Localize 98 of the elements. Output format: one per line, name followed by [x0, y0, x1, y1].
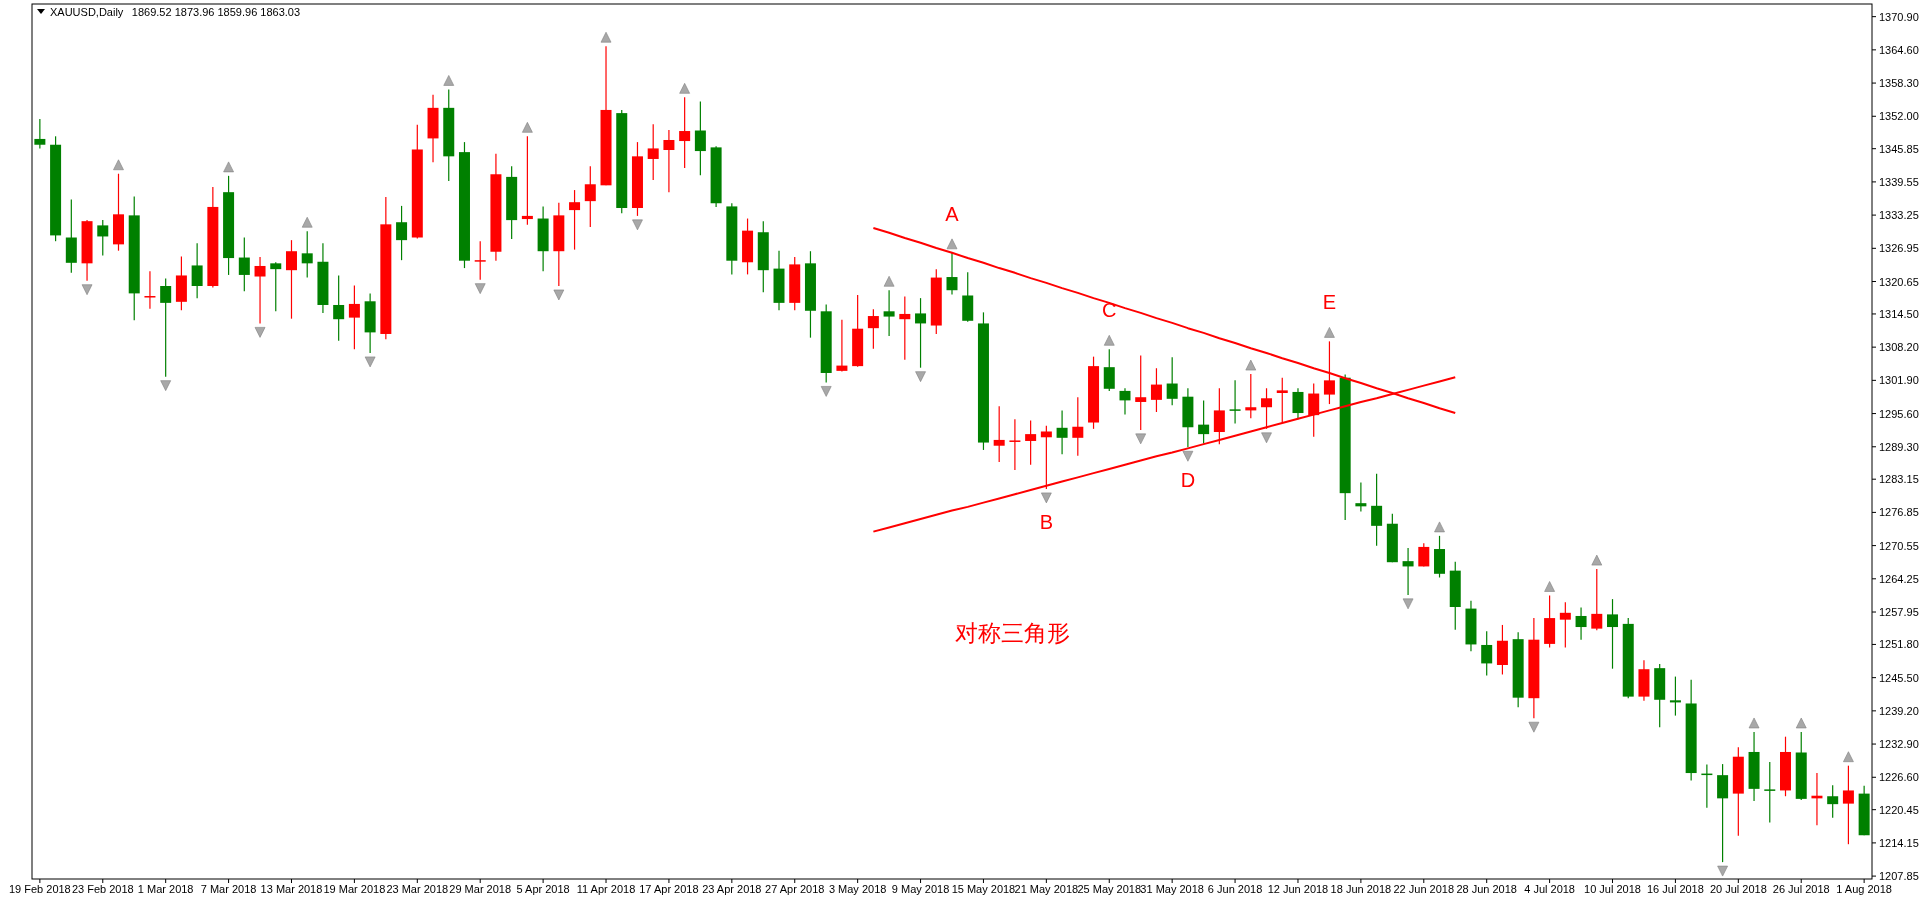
point [1135, 433, 1147, 445]
point [364, 356, 376, 368]
y-tick-label: 1220.45 [1879, 803, 1919, 816]
x-tick-label: 23 Feb 2018 [71, 883, 134, 895]
annotation: D [1180, 469, 1196, 492]
x-tick-label: 17 Apr 2018 [639, 883, 699, 895]
point [883, 275, 895, 287]
point [632, 219, 643, 231]
y-tick-label: 1283.15 [1879, 473, 1919, 486]
x-tick-label: 23 Apr 2018 [702, 883, 762, 895]
y-tick-label: 1333.25 [1879, 209, 1919, 222]
y-tick-label: 1257.95 [1879, 606, 1919, 619]
y-tick-label: 1352.00 [1879, 110, 1919, 123]
point [474, 283, 486, 294]
y-tick-label: 1345.85 [1879, 142, 1919, 155]
x-tick-label: 9 May 2018 [891, 883, 950, 895]
annotation: A [945, 202, 960, 225]
x-tick-label: 7 Mar 2018 [200, 883, 257, 895]
point [1324, 327, 1335, 338]
x-tick-label: 15 May 2018 [951, 883, 1016, 895]
y-tick-label: 1370.90 [1879, 10, 1919, 23]
point [600, 31, 612, 43]
point [81, 284, 93, 295]
point [1245, 359, 1257, 371]
x-tick-label: 21 May 2018 [1014, 883, 1079, 895]
x-tick-label: 3 May 2018 [828, 883, 887, 895]
point [1261, 432, 1272, 444]
point [679, 83, 690, 94]
x-tick-label: 23 Mar 2018 [386, 883, 449, 895]
x-tick-label: 6 Jun 2018 [1207, 883, 1263, 895]
point [1795, 717, 1807, 729]
point [820, 386, 832, 397]
point [1041, 492, 1052, 504]
y-tick-label: 1264.25 [1879, 572, 1919, 585]
x-tick-label: 28 Jun 2018 [1456, 883, 1517, 895]
chart-subtitle: 1869.52 1873.96 1859.96 1863.03 [131, 6, 301, 18]
point [113, 159, 124, 171]
x-tick-label: 22 Jun 2018 [1393, 883, 1455, 895]
x-tick-label: 12 Jun 2018 [1267, 883, 1329, 895]
x-tick-label: 1 Aug 2018 [1836, 883, 1892, 895]
point [1748, 717, 1760, 729]
point [1434, 521, 1445, 533]
y-tick-label: 1295.60 [1879, 407, 1919, 420]
x-tick-label: 31 May 2018 [1140, 883, 1204, 895]
y-tick-label: 1232.90 [1879, 738, 1919, 751]
y-tick-label: 1301.90 [1879, 374, 1919, 387]
y-tick-label: 1251.80 [1879, 638, 1919, 651]
x-tick-label: 18 Jun 2018 [1330, 883, 1392, 895]
x-tick-label: 20 Jul 2018 [1709, 883, 1767, 895]
point [223, 161, 234, 173]
x-tick-label: 19 Feb 2018 [8, 883, 71, 895]
point [1544, 581, 1555, 592]
point [1591, 554, 1603, 566]
y-tick-label: 1308.20 [1879, 341, 1919, 354]
point [915, 371, 926, 382]
y-tick-label: 1239.20 [1879, 704, 1919, 717]
point [254, 327, 266, 338]
point [443, 75, 455, 86]
x-tick-label: 26 Jul 2018 [1772, 883, 1830, 895]
point [301, 216, 313, 228]
x-tick-label: 5 Apr 2018 [516, 883, 570, 895]
y-tick-label: 1314.50 [1879, 307, 1919, 320]
x-tick-label: 13 Mar 2018 [260, 883, 323, 895]
point [1103, 335, 1115, 346]
x-tick-label: 10 Jul 2018 [1584, 883, 1641, 895]
point [946, 238, 958, 250]
annotation: 对称三角形 [955, 620, 1070, 646]
annotation: E [1322, 291, 1337, 314]
point [522, 122, 533, 133]
y-tick-label: 1214.15 [1879, 836, 1919, 849]
x-tick-label: 29 Mar 2018 [449, 883, 512, 895]
x-tick-label: 1 Mar 2018 [137, 883, 194, 895]
y-tick-label: 1326.95 [1879, 242, 1919, 255]
point [1182, 450, 1194, 462]
annotation: B [1039, 510, 1054, 533]
x-tick-label: 19 Mar 2018 [323, 883, 386, 895]
point [160, 380, 171, 391]
x-tick-label: 4 Jul 2018 [1524, 883, 1575, 895]
y-tick-label: 1226.60 [1879, 771, 1919, 784]
x-tick-label: 11 Apr 2018 [576, 883, 636, 895]
y-tick-label: 1339.55 [1879, 175, 1919, 188]
y-tick-label: 1276.85 [1879, 506, 1919, 519]
y-tick-label: 1289.30 [1879, 440, 1919, 453]
point [1843, 751, 1854, 763]
chart-title: XAUUSD,Daily [50, 6, 124, 18]
y-tick-label: 1320.65 [1879, 275, 1919, 288]
x-tick-label: 25 May 2018 [1077, 883, 1142, 895]
y-tick-label: 1270.55 [1879, 539, 1919, 552]
y-tick-label: 1245.50 [1879, 671, 1919, 684]
x-tick-label: 16 Jul 2018 [1646, 883, 1704, 895]
y-tick-label: 1207.85 [1879, 870, 1919, 883]
x-tick-label: 27 Apr 2018 [765, 883, 825, 895]
point [1402, 598, 1414, 610]
point [1717, 865, 1728, 877]
point [553, 289, 565, 301]
point [1528, 721, 1540, 733]
y-tick-label: 1364.60 [1879, 43, 1919, 56]
y-tick-label: 1358.30 [1879, 77, 1919, 90]
